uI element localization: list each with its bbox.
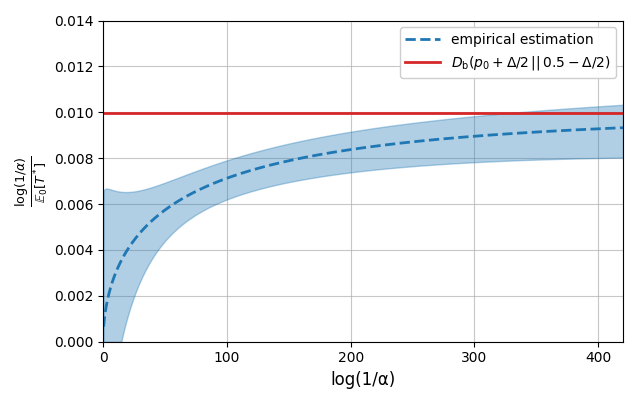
Y-axis label: $\frac{\log(1/\alpha)}{\mathbb{E}_0[T^*]}$: $\frac{\log(1/\alpha)}{\mathbb{E}_0[T^*]…: [15, 155, 51, 207]
Legend: empirical estimation, $D_{\mathrm{b}}(p_0 + \Delta/2\,||\,0.5 - \Delta/2)$: empirical estimation, $D_{\mathrm{b}}(p_…: [400, 27, 616, 78]
X-axis label: log(1/α): log(1/α): [330, 371, 396, 389]
